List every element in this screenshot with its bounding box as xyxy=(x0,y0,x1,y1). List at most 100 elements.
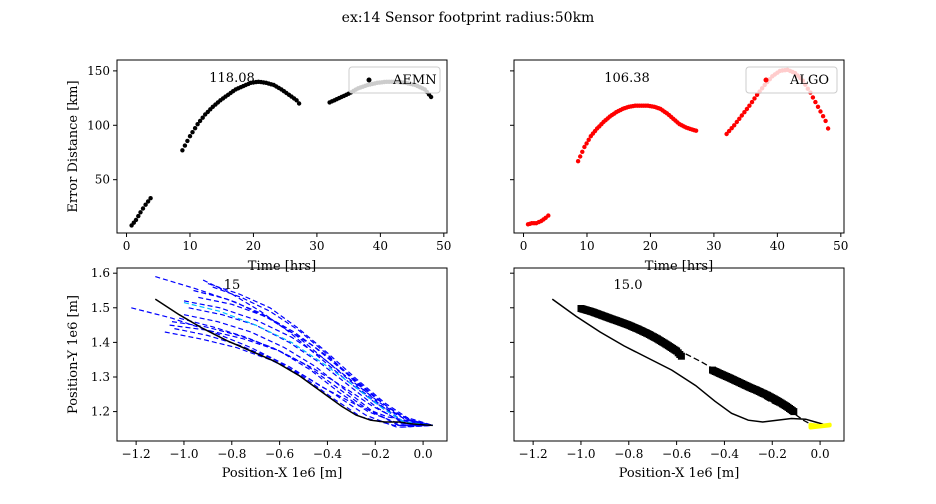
annotation-value: 106.38 xyxy=(604,71,650,86)
data-point xyxy=(182,143,188,148)
square-marker xyxy=(677,352,685,360)
x-tick-label: −0.4 xyxy=(710,447,740,461)
data-point xyxy=(140,206,146,211)
legend-label: ALGO xyxy=(789,73,829,88)
data-point xyxy=(693,128,699,133)
y-axis-label: Error Distance [km] xyxy=(66,80,81,212)
x-tick-label: 50 xyxy=(833,239,848,253)
square-marker xyxy=(790,408,798,416)
axes-frame xyxy=(513,267,845,442)
y-tick-label: 1.5 xyxy=(91,301,110,315)
data-point xyxy=(294,98,299,103)
data-point xyxy=(296,101,302,106)
y-tick-label: 1.3 xyxy=(91,370,110,384)
annotation-value: 15.0 xyxy=(614,278,643,293)
x-tick-label: −0.6 xyxy=(662,447,691,461)
data-point xyxy=(138,210,143,215)
x-tick-label: −0.4 xyxy=(313,447,343,461)
estimate-track-line xyxy=(193,289,433,426)
x-tick-label: −0.8 xyxy=(217,447,246,461)
data-point xyxy=(578,154,583,159)
data-point xyxy=(724,131,729,137)
x-tick-label: −1.0 xyxy=(566,447,595,461)
estimate-track-line xyxy=(164,331,433,428)
data-point xyxy=(726,128,732,134)
x-tick-label: 20 xyxy=(643,239,658,253)
y-axis-label: Position-Y 1e6 [m] xyxy=(66,295,81,414)
panel-bottom-right: −1.2 −1.0 −0.8 −0.6 −0.4 −0.2 0.0 Position-X 1e… xyxy=(510,267,845,481)
data-point xyxy=(145,199,151,204)
data-point xyxy=(195,122,200,127)
data-point xyxy=(187,134,193,139)
data-point xyxy=(580,149,585,154)
data-point xyxy=(749,99,755,105)
data-point xyxy=(582,144,587,150)
data-point xyxy=(586,137,591,142)
data-point xyxy=(200,115,205,120)
estimate-track-line xyxy=(183,302,433,426)
legend-marker xyxy=(763,77,769,83)
axes-frame xyxy=(116,59,448,234)
annotation-value: 118.08 xyxy=(209,71,255,86)
x-tick-label: 30 xyxy=(309,239,324,253)
truth-track-line xyxy=(154,298,433,427)
legend-box xyxy=(745,66,838,94)
y-tick-label: 50 xyxy=(95,173,110,187)
y-tick-label: 1.4 xyxy=(91,335,110,349)
data-point xyxy=(754,92,760,98)
data-point xyxy=(820,114,826,119)
data-point xyxy=(739,113,744,118)
x-tick-label: 30 xyxy=(706,239,721,253)
panel-bottom-left: −1.2 −1.0 −0.8 −0.6 −0.4 −0.2 0.0 1.2 1.3 1.4 1.5 1… xyxy=(66,266,448,481)
y-tick-label: 1.6 xyxy=(91,266,110,280)
estimate-track-line xyxy=(202,279,433,426)
panel-top-left: 0 10 20 30 40 50 50 100 150 Time [hrs] Error Dista… xyxy=(66,59,451,274)
legend-box xyxy=(348,66,441,94)
data-point xyxy=(428,94,434,100)
data-point xyxy=(818,109,823,114)
estimate-track-line xyxy=(131,307,433,426)
data-point xyxy=(575,159,581,164)
x-tick-label: −1.0 xyxy=(169,447,198,461)
data-point xyxy=(148,196,153,201)
x-axis-label: Position-X 1e6 [m] xyxy=(619,466,740,481)
data-point xyxy=(815,104,821,110)
x-tick-label: 0 xyxy=(520,239,528,253)
x-tick-label: 10 xyxy=(182,239,197,253)
x-tick-label: −1.2 xyxy=(519,447,548,461)
data-point xyxy=(180,148,185,153)
x-axis-label: Position-X 1e6 [m] xyxy=(222,466,343,481)
x-axis-label: Time [hrs] xyxy=(248,259,316,274)
legend-marker xyxy=(366,77,372,83)
truth-track-line xyxy=(551,298,830,427)
annotation-value: 15 xyxy=(224,278,241,293)
data-point xyxy=(546,213,551,218)
estimate-track-line xyxy=(188,307,433,426)
x-tick-label: 40 xyxy=(373,239,388,253)
estimate-track-line xyxy=(171,321,433,426)
data-point xyxy=(584,141,589,146)
x-tick-label: −1.2 xyxy=(122,447,151,461)
panel-top-right: 0 10 20 30 40 50 Time [hrs] 106.38 ALGO xyxy=(510,59,848,274)
x-tick-label: 20 xyxy=(246,239,261,253)
x-tick-label: −0.6 xyxy=(265,447,294,461)
y-tick-label: 150 xyxy=(87,64,110,78)
data-point xyxy=(744,106,750,112)
data-point xyxy=(133,217,139,223)
data-point xyxy=(825,126,831,131)
data-point xyxy=(737,116,742,122)
data-point xyxy=(136,213,141,219)
data-point xyxy=(190,130,195,135)
data-point xyxy=(197,118,203,124)
x-tick-label: 0 xyxy=(123,239,131,253)
estimate-track-line xyxy=(207,283,433,426)
data-point xyxy=(747,103,752,108)
highlight-region xyxy=(808,422,832,430)
data-point xyxy=(813,99,818,105)
estimate-track-line xyxy=(174,328,433,426)
x-tick-label: 40 xyxy=(770,239,785,253)
x-tick-label: 0.0 xyxy=(414,447,433,461)
figure-title: ex:14 Sensor footprint radius:50km xyxy=(342,10,595,26)
data-point xyxy=(742,110,747,115)
